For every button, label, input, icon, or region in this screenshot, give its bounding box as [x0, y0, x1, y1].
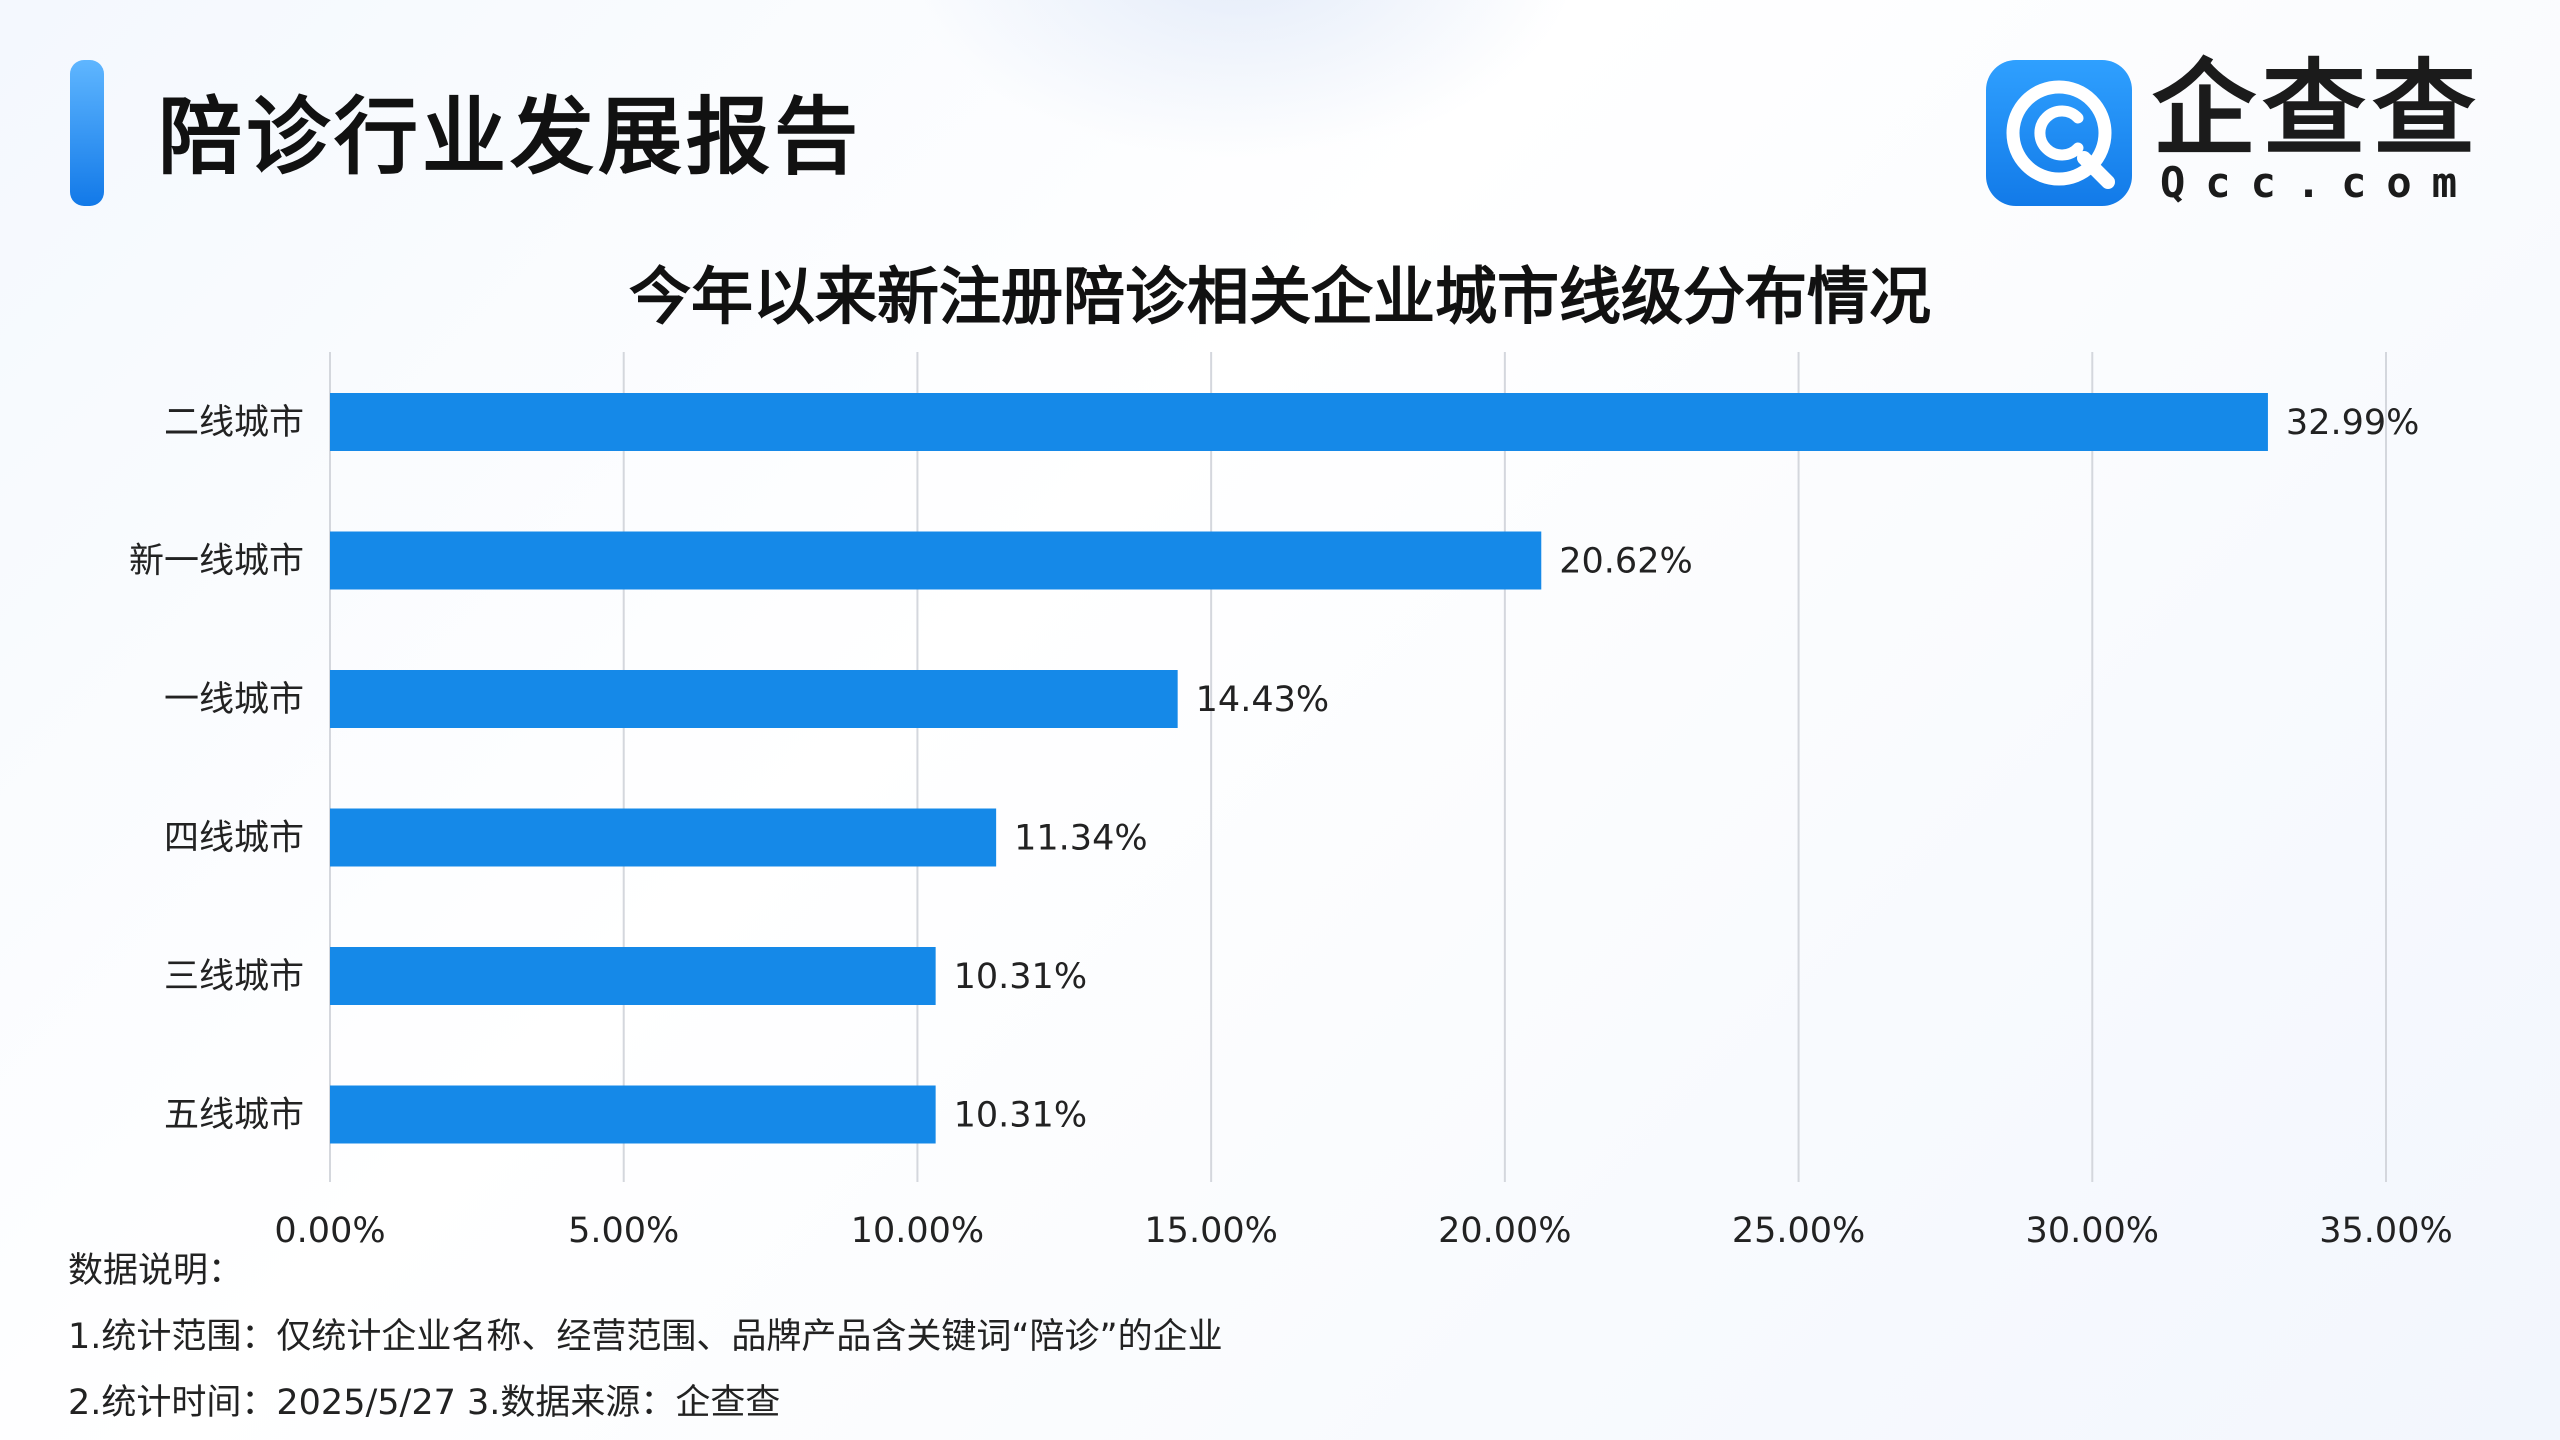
bar — [330, 531, 1542, 590]
chart-title: 今年以来新注册陪诊相关企业城市线级分布情况 — [628, 260, 1931, 333]
x-tick-label: 15.00% — [1144, 1211, 1277, 1251]
category-label: 三线城市 — [164, 957, 304, 997]
x-tick-label: 35.00% — [2319, 1211, 2452, 1251]
data-label: 11.34% — [1014, 819, 1147, 859]
notes-heading: 数据说明： — [68, 1251, 244, 1291]
bar — [330, 393, 2268, 451]
data-label: 10.31% — [954, 1096, 1087, 1136]
bar — [330, 670, 1178, 728]
category-label: 新一线城市 — [129, 542, 304, 582]
x-tick-label: 5.00% — [568, 1211, 679, 1251]
logo-subtext: Qcc.com — [2160, 158, 2478, 207]
x-tick-label: 0.00% — [274, 1211, 385, 1251]
data-label: 32.99% — [2286, 403, 2419, 443]
bar-chart: 0.00% 5.00% 10.00% 15.00% 20.00% 25.00% 30.00%… — [129, 352, 2453, 1251]
data-label: 10.31% — [954, 957, 1087, 997]
notes-line-scope: 1.统计范围：仅统计企业名称、经营范围、品牌产品含关键词“陪诊”的企业 — [68, 1317, 1223, 1357]
notes-line-time-source: 2.统计时间：2025/5/27 3.数据来源：企查查 — [68, 1383, 781, 1423]
x-tick-label: 10.00% — [851, 1211, 984, 1251]
category-label: 一线城市 — [164, 680, 304, 720]
category-label: 四线城市 — [164, 819, 304, 859]
title-accent-bar — [70, 60, 104, 206]
qcc-logo-icon — [1986, 60, 2132, 206]
category-label: 五线城市 — [164, 1096, 304, 1136]
x-tick-label: 30.00% — [2026, 1211, 2159, 1251]
x-tick-label: 25.00% — [1732, 1211, 1865, 1251]
bar — [330, 947, 936, 1005]
bar — [330, 1085, 936, 1144]
data-label: 14.43% — [1196, 680, 1329, 720]
bar — [330, 808, 997, 867]
x-tick-label: 20.00% — [1438, 1211, 1571, 1251]
logo-text: 企查查 — [2152, 48, 2483, 170]
category-label: 二线城市 — [164, 403, 304, 443]
report-title: 陪诊行业发展报告 — [158, 88, 863, 186]
data-label: 20.62% — [1559, 542, 1692, 582]
qcc-logo-glyph — [2006, 80, 2115, 189]
